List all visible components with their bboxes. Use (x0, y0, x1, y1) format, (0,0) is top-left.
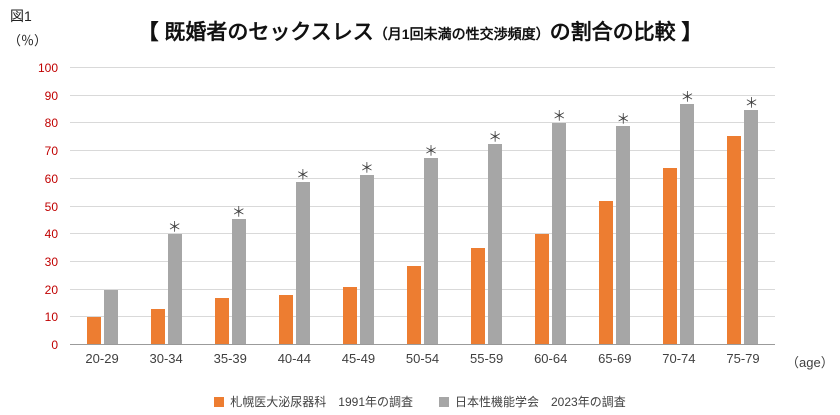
grid-line (70, 260, 775, 262)
significance-asterisk: ＊ (616, 111, 631, 128)
bar-series2: ＊ (744, 95, 759, 345)
bar-series1 (471, 248, 486, 345)
bar-group: ＊ (326, 68, 390, 345)
chart-title-sub: （月1回未満の性交渉頻度） (373, 26, 550, 42)
grid-line (70, 150, 775, 152)
bar-series2: ＊ (616, 111, 631, 345)
legend-label: 日本性機能学会 2023年の調査 (455, 395, 626, 409)
x-unit-label: （age） (786, 355, 834, 370)
x-tick-label: 35-39 (213, 351, 247, 366)
bar-group: ＊ (519, 68, 583, 345)
grid-line (70, 316, 775, 318)
bar-series1 (407, 266, 422, 345)
bar-series2: ＊ (680, 89, 695, 345)
significance-asterisk: ＊ (424, 143, 439, 160)
significance-asterisk: ＊ (359, 159, 374, 176)
bar-series1 (150, 309, 165, 345)
x-tick-label: 50-54 (405, 351, 440, 366)
x-tick-label: 75-79 (726, 351, 760, 366)
x-tick-label: 70-74 (662, 351, 696, 366)
y-tick-label: 30 (44, 254, 58, 269)
x-tick-label: 60-64 (534, 351, 568, 366)
bar-series2: ＊ (488, 129, 503, 345)
y-tick-label: 20 (44, 282, 58, 297)
bar-group: ＊ (711, 68, 775, 345)
bar-group: ＊ (390, 68, 454, 345)
bar-group: ＊ (134, 68, 198, 345)
significance-asterisk: ＊ (488, 129, 503, 146)
bar-series1 (535, 234, 550, 345)
bar-series1 (86, 317, 101, 345)
y-tick-label: 0 (51, 338, 58, 352)
bar-group (70, 68, 134, 345)
bar-series2 (103, 289, 118, 345)
bar-group: ＊ (583, 68, 647, 345)
x-tick-label: 40-44 (277, 351, 311, 366)
significance-asterisk: ＊ (167, 219, 182, 236)
y-tick-label: 40 (44, 227, 58, 242)
significance-asterisk: ＊ (552, 108, 567, 125)
bar-group: ＊ (198, 68, 262, 345)
bar-series1 (214, 297, 229, 345)
significance-asterisk: ＊ (295, 166, 310, 183)
chart-legend: 札幌医大泌尿器科 1991年の調査 日本性機能学会 2023年の調査 (0, 393, 840, 410)
y-tick-label: 60 (44, 171, 58, 186)
chart-title-main-2: の割合の比較 】 (549, 21, 703, 44)
bar-group: ＊ (262, 68, 326, 345)
bar-series2: ＊ (231, 204, 246, 345)
bar-series1 (599, 200, 614, 345)
grid-line (70, 205, 775, 207)
bar-series2: ＊ (295, 167, 310, 345)
bar-series2: ＊ (424, 143, 439, 345)
bar-group: ＊ (647, 68, 711, 345)
y-axis-labels: 0 10 20 30 40 50 60 70 80 90 100 (22, 61, 64, 352)
bar-group: ＊ (455, 68, 519, 345)
y-tick-label: 100 (37, 61, 58, 75)
significance-asterisk: ＊ (744, 94, 759, 111)
x-tick-label: 65-69 (598, 351, 632, 366)
bar-groups: ＊ ＊ ＊ ＊ ＊ ＊ ＊ ＊ ＊ ＊ (70, 68, 775, 345)
figure-label: 図1 (10, 8, 32, 24)
grid-line (70, 288, 775, 290)
x-tick-label: 20-29 (85, 351, 119, 366)
plot-area: ＊ ＊ ＊ ＊ ＊ ＊ ＊ ＊ ＊ ＊ (70, 67, 775, 345)
bar-series1 (727, 135, 742, 345)
x-axis-line (70, 344, 775, 345)
x-axis-labels: 20-29 30-34 35-39 40-44 45-49 50-54 55-59 60-64… (70, 351, 775, 366)
bar-series2: ＊ (552, 108, 567, 345)
legend-label: 札幌医大泌尿器科 1991年の調査 (230, 395, 413, 409)
legend-swatch-icon (214, 396, 225, 407)
legend-item: 日本性機能学会 2023年の調査 (439, 393, 626, 410)
x-tick-label: 45-49 (341, 351, 376, 366)
grid-line (70, 122, 775, 124)
grid-line (70, 94, 775, 96)
y-tick-label: 50 (44, 199, 58, 214)
bar-series1 (663, 167, 678, 345)
significance-asterisk: ＊ (680, 89, 695, 106)
legend-item: 札幌医大泌尿器科 1991年の調査 (214, 393, 413, 410)
grid-line (70, 233, 775, 235)
y-tick-label: 80 (44, 116, 58, 131)
bar-series2: ＊ (359, 160, 374, 345)
significance-asterisk: ＊ (231, 203, 246, 220)
grid-line (70, 177, 775, 179)
legend-swatch-icon (439, 396, 449, 407)
grid-line (70, 67, 775, 68)
chart-title: 【 既婚者のセックスレス（月1回未満の性交渉頻度）の割合の比較 】 (0, 16, 840, 46)
y-unit-label: （％） (8, 33, 48, 48)
x-tick-label: 30-34 (149, 351, 183, 366)
chart-title-main-1: 【 既婚者のセックスレス (137, 21, 374, 44)
y-tick-label: 70 (44, 144, 58, 159)
x-tick-label: 55-59 (469, 351, 504, 366)
y-tick-label: 10 (44, 310, 58, 325)
bar-series1 (342, 286, 357, 345)
bar-series2: ＊ (167, 219, 182, 345)
y-tick-label: 90 (44, 88, 58, 103)
bar-series1 (278, 295, 293, 345)
